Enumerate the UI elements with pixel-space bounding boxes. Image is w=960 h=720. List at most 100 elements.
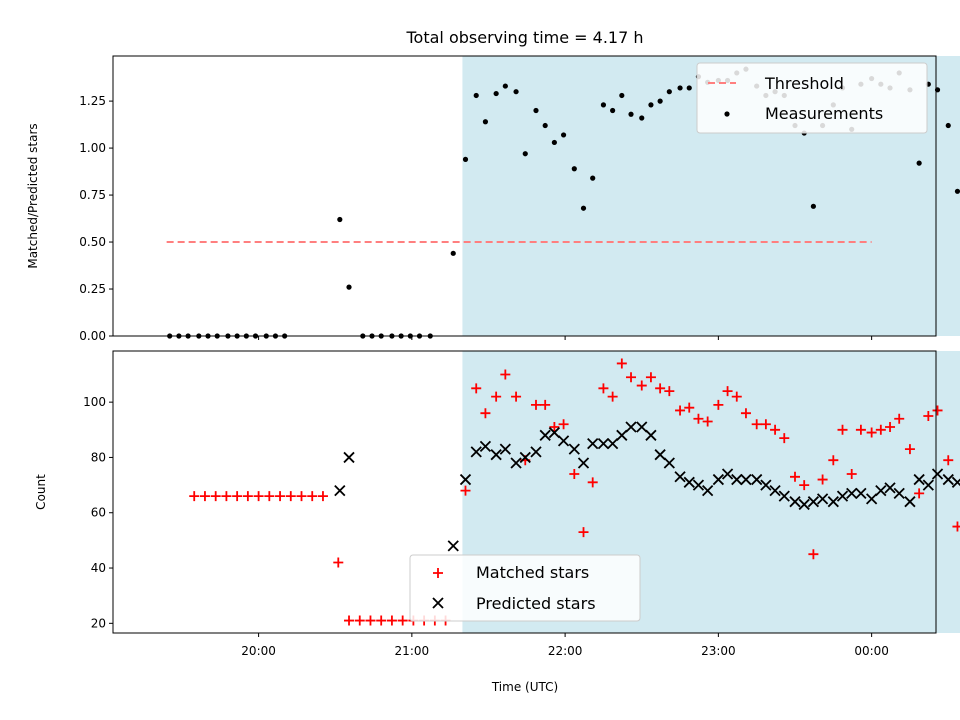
measurement-point	[482, 119, 489, 125]
x-tick-label: 20:00	[241, 644, 276, 658]
matched-star-point	[386, 615, 397, 626]
matched-star-point	[770, 424, 781, 435]
predicted-star-point	[740, 473, 752, 486]
measurement-point	[945, 122, 951, 129]
matched-star-point	[684, 402, 695, 413]
measurement-point	[916, 160, 922, 166]
matched-star-point	[607, 391, 618, 402]
predicted-star-point	[836, 490, 849, 502]
matched-star-point	[221, 491, 232, 502]
predicted-star-point	[865, 493, 878, 505]
matched-star-point	[645, 372, 656, 383]
bottom-axes-frame	[112, 350, 937, 634]
predicted-star-point	[343, 451, 355, 464]
matched-star-point	[365, 615, 376, 626]
matched-star-point	[460, 485, 471, 496]
matched-star-point	[664, 386, 675, 397]
measurement-point	[810, 203, 816, 209]
top-panel: 0.00 0.25 0.50 0.75 1.00 1.25 Matched/Predicte…	[26, 55, 960, 343]
matched-star-point	[626, 372, 637, 383]
matched-star-point	[285, 491, 296, 502]
matched-star-point	[636, 380, 647, 391]
matched-star-point	[693, 413, 704, 424]
matched-star-point	[790, 471, 801, 482]
measurement-point	[639, 115, 645, 121]
matched-star-point	[317, 491, 328, 502]
measurement-point	[619, 92, 625, 99]
matched-star-point	[558, 419, 569, 430]
matched-star-point	[923, 410, 934, 421]
measurement-point	[533, 107, 539, 114]
measurement-point	[686, 85, 692, 91]
predicted-star-point	[778, 490, 790, 502]
matched-star-point	[344, 615, 355, 626]
matched-star-point	[731, 391, 742, 402]
matched-star-point	[616, 358, 627, 369]
y-tick-label: 0.25	[79, 282, 106, 296]
y-tick-label: 40	[91, 561, 106, 575]
matched-star-point	[333, 557, 344, 568]
legend-frame	[696, 62, 928, 134]
predicted-star-point	[731, 473, 743, 486]
measurement-point	[666, 89, 672, 95]
matched-star-point	[540, 399, 551, 410]
matched-star-point	[655, 383, 666, 394]
predicted-star-point	[334, 484, 346, 497]
matched-star-point	[702, 416, 713, 427]
measurement-point	[590, 175, 596, 181]
matched-star-point	[598, 383, 609, 394]
measurement-point	[600, 102, 607, 108]
y-tick-label: 80	[91, 450, 106, 464]
measurement-point	[560, 132, 567, 138]
predicted-star-point	[663, 457, 675, 469]
predicted-star-point	[951, 476, 960, 488]
predicted-star-point	[884, 482, 896, 494]
predicted-star-point	[904, 496, 916, 508]
matched-star-point	[511, 391, 522, 402]
matched-star-point	[480, 408, 491, 419]
y-tick-label: 1.00	[79, 141, 106, 155]
legend-measurements-swatch	[724, 111, 730, 117]
measurement-point	[462, 156, 469, 162]
predicted-star-point	[721, 468, 734, 480]
matched-star-point	[740, 408, 751, 419]
matched-star-point	[837, 424, 848, 435]
matched-star-point	[760, 419, 771, 430]
y-tick-label: 0.00	[79, 329, 106, 343]
y-tick-label: 100	[83, 395, 106, 409]
predicted-star-point	[922, 479, 934, 491]
top-axes-frame	[112, 55, 937, 337]
predicted-star-point	[875, 484, 887, 497]
legend-matched-label: Matched stars	[476, 563, 589, 582]
y-tick-label: 0.50	[79, 235, 106, 249]
legend-predicted-swatch	[432, 597, 444, 609]
x-axis-label: Time (UTC)	[491, 680, 558, 694]
bottom-y-axis-label: Count	[34, 474, 48, 510]
matched-star-point	[828, 455, 839, 466]
matched-star-point	[675, 405, 686, 416]
predicted-star-point	[587, 437, 599, 450]
predicted-star-point	[931, 468, 944, 480]
predicted-star-point	[548, 426, 561, 439]
matched-star-point	[296, 491, 307, 502]
predicted-star-point	[674, 471, 686, 483]
matched-star-point	[189, 491, 200, 502]
x-tick-label: 23:00	[701, 644, 736, 658]
predicted-star-point	[816, 493, 829, 505]
measurement-point	[522, 151, 528, 157]
measurement-point	[677, 85, 683, 91]
legend-threshold-label: Threshold	[764, 74, 844, 93]
matched-star-point	[855, 424, 866, 435]
measurement-point	[551, 139, 557, 146]
matched-star-point	[275, 491, 286, 502]
matched-star-point	[232, 491, 243, 502]
predicted-star-point	[577, 457, 590, 469]
measurement-point	[571, 166, 577, 172]
matched-star-point	[751, 419, 762, 430]
predicted-star-point	[510, 457, 522, 469]
x-tick-label: 21:00	[395, 644, 430, 658]
predicted-star-point	[827, 496, 839, 508]
measurement-point	[580, 205, 587, 211]
matched-star-point	[253, 491, 264, 502]
matched-star-point	[500, 369, 511, 380]
